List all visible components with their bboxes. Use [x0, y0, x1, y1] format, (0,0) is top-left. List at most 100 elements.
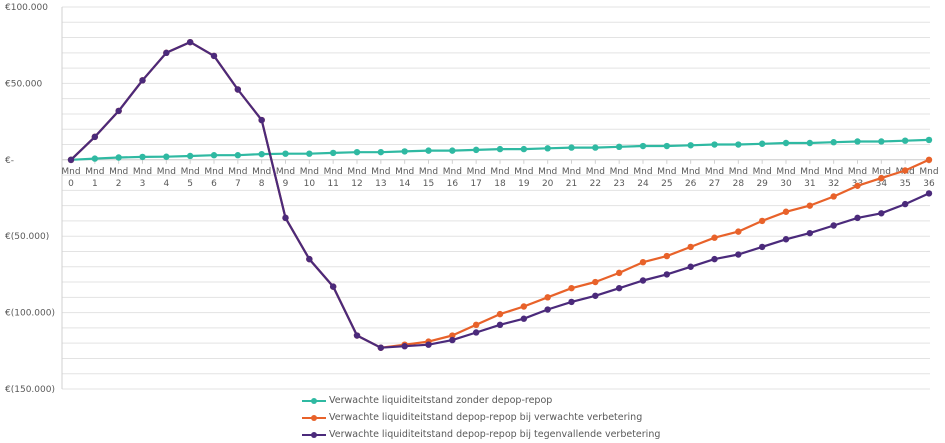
data-point — [782, 208, 790, 215]
data-point — [568, 284, 575, 292]
data-point — [615, 143, 623, 151]
data-point — [353, 148, 361, 156]
x-tick-label: Mnd — [85, 167, 104, 177]
data-point — [210, 52, 218, 60]
data-point — [115, 154, 122, 161]
data-point — [854, 214, 861, 222]
data-point — [520, 145, 528, 153]
data-point — [329, 149, 337, 157]
data-point — [520, 315, 528, 322]
data-point — [901, 200, 909, 208]
x-tick-label: Mnd — [872, 167, 891, 177]
data-point — [639, 142, 647, 150]
data-point — [925, 156, 933, 163]
data-point — [186, 38, 194, 46]
data-point — [139, 153, 146, 161]
x-tick-label: 16 — [447, 179, 459, 189]
data-point — [830, 139, 837, 146]
x-tick-label: Mnd — [633, 167, 652, 177]
data-point — [353, 332, 361, 339]
x-tick-label: Mnd — [324, 167, 343, 177]
data-point — [925, 136, 933, 144]
series-line — [70, 40, 930, 349]
data-point — [687, 263, 694, 270]
x-tick-label: 30 — [780, 179, 792, 189]
data-point — [329, 283, 337, 290]
legend-label: Verwachte liquiditeitstand depop-repop b… — [329, 412, 643, 423]
data-point — [878, 210, 885, 217]
x-tick-label: Mnd — [681, 167, 700, 177]
data-point — [782, 236, 790, 243]
x-tick-label: Mnd — [61, 167, 80, 177]
data-point — [401, 343, 408, 350]
x-tick-label: 29 — [756, 179, 768, 189]
x-tick-label: 12 — [351, 179, 362, 189]
x-tick-label: Mnd — [824, 167, 843, 177]
legend-swatch — [302, 430, 326, 440]
data-point — [449, 147, 456, 154]
data-point — [544, 294, 551, 301]
x-tick-label: Mnd — [347, 167, 366, 177]
x-tick-label: 35 — [899, 179, 910, 189]
data-point — [449, 332, 456, 339]
data-point — [568, 144, 575, 151]
data-point — [735, 228, 742, 235]
x-tick-label: Mnd — [300, 167, 319, 177]
x-tick-label: 4 — [163, 179, 169, 189]
data-point — [472, 146, 480, 154]
data-point — [91, 133, 99, 141]
x-tick-label: 32 — [828, 179, 839, 189]
legend-item: Verwachte liquiditeitstand depop-repop b… — [302, 409, 660, 426]
data-point — [615, 284, 623, 292]
data-point — [258, 150, 265, 158]
x-tick-label: 10 — [304, 179, 316, 189]
data-point — [234, 86, 242, 93]
data-point — [925, 190, 933, 197]
x-tick-label: 24 — [637, 179, 649, 189]
x-tick-label: 6 — [211, 179, 217, 189]
y-tick-label: €(50.000) — [5, 232, 49, 242]
x-tick-label: 36 — [923, 179, 935, 189]
legend-swatch — [302, 396, 326, 406]
data-point — [758, 217, 766, 225]
data-point — [711, 255, 718, 263]
data-point — [306, 255, 313, 263]
data-point — [592, 292, 599, 299]
x-tick-label: 27 — [709, 179, 720, 189]
legend-marker — [311, 397, 317, 404]
y-tick-label: €100.000 — [5, 3, 48, 13]
data-point — [401, 148, 408, 155]
data-point — [258, 116, 265, 124]
data-point — [663, 142, 671, 150]
x-tick-label: 21 — [566, 179, 577, 189]
y-tick-label: €(150.000) — [5, 385, 55, 395]
data-point — [306, 150, 313, 157]
data-point — [687, 142, 694, 149]
x-tick-label: Mnd — [133, 167, 152, 177]
data-point — [234, 152, 242, 159]
data-point — [901, 137, 909, 144]
x-tick-label: Mnd — [705, 167, 724, 177]
data-point — [735, 141, 742, 148]
x-tick-label: 23 — [613, 179, 624, 189]
data-point — [377, 344, 385, 351]
data-point — [830, 193, 837, 200]
x-tick-label: Mnd — [371, 167, 390, 177]
x-tick-label: Mnd — [919, 167, 938, 177]
data-point — [91, 155, 99, 162]
data-point — [854, 182, 861, 189]
data-point — [520, 303, 528, 310]
data-point — [711, 234, 718, 241]
data-point — [186, 152, 194, 160]
data-point — [496, 310, 504, 318]
legend-label: Verwachte liquiditeitstand depop-repop b… — [329, 429, 661, 440]
x-tick-label: Mnd — [395, 167, 414, 177]
y-axis: €100.000 €50.000 €- €(50.000) €(100.000) €(15… — [5, 3, 55, 395]
data-point — [758, 140, 766, 147]
legend-item: Verwachte liquiditeitstand zonder depop-… — [302, 392, 660, 409]
x-tick-label: Mnd — [252, 167, 271, 177]
x-tick-label: Mnd — [109, 167, 128, 177]
data-point — [425, 341, 432, 348]
data-point — [544, 306, 551, 313]
